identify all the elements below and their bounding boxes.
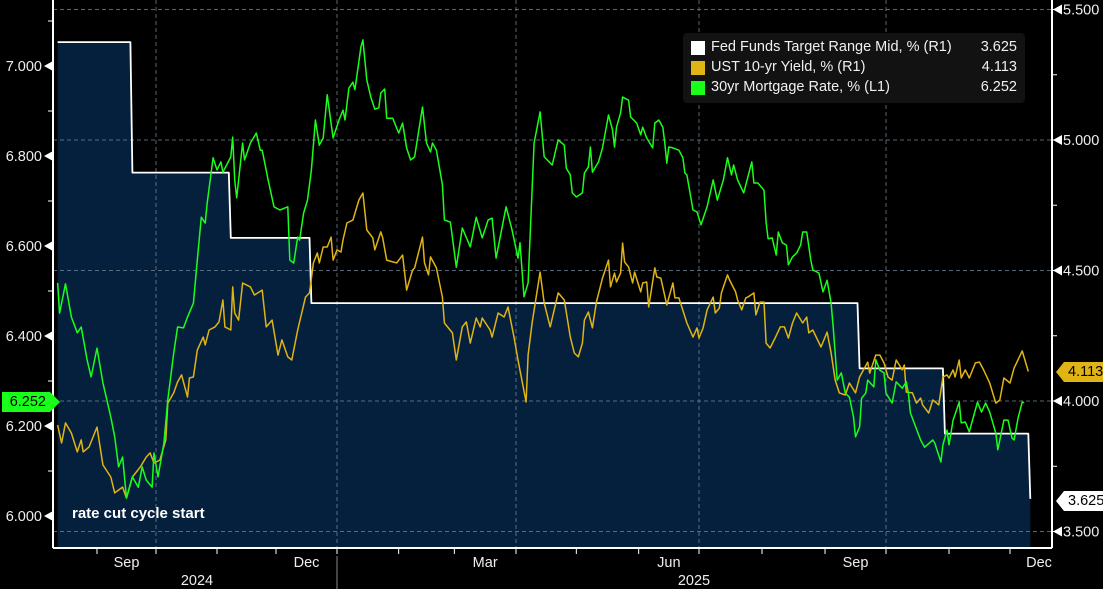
legend-value: 6.252: [980, 79, 1017, 95]
legend-label: Fed Funds Target Range Mid, % (R1): [711, 39, 952, 55]
left-tick-arrow: [44, 61, 53, 71]
right-tick-label: 4.500: [1063, 264, 1099, 280]
x-month-label: Sep: [843, 555, 869, 571]
fed-funds-line: [57, 41, 1032, 499]
annotation-rate-cut: rate cut cycle start: [72, 505, 205, 522]
last-value-tag-mortgage: 6.252: [2, 392, 60, 412]
x-year-label: 2024: [181, 573, 213, 589]
x-month-label: Jun: [657, 555, 680, 571]
left-tick-label: 6.800: [6, 149, 42, 165]
legend-swatch: [691, 41, 705, 55]
x-month-label: Dec: [1026, 555, 1052, 571]
right-tick-label: 3.500: [1063, 525, 1099, 541]
last-value-tag-fed: 3.625: [1056, 491, 1103, 511]
right-tick-arrow: [1053, 526, 1062, 537]
legend-item-ust-10yr: UST 10-yr Yield, % (R1) 4.113: [691, 58, 1017, 78]
right-tick-label: 5.000: [1063, 133, 1099, 149]
mortgage-rate-line: [56, 39, 1025, 499]
x-year-label: 2025: [678, 573, 710, 589]
right-tick-arrow: [1053, 396, 1062, 406]
left-tick-label: 6.600: [6, 239, 42, 255]
left-tick-label: 6.200: [6, 419, 42, 435]
x-month-label: Mar: [473, 555, 498, 571]
left-tick-arrow: [44, 241, 53, 251]
right-tick-arrow: [1053, 135, 1062, 145]
legend-value: 3.625: [980, 39, 1017, 55]
fed-funds-area: [57, 42, 1031, 548]
legend-label: 30yr Mortgage Rate, % (L1): [711, 79, 890, 95]
legend-item-mortgage: 30yr Mortgage Rate, % (L1) 6.252: [691, 78, 1017, 98]
right-tick-label: 4.000: [1063, 394, 1099, 410]
right-tick-arrow: [1053, 4, 1062, 15]
left-tick-arrow: [44, 511, 53, 521]
x-month-label: Sep: [114, 555, 140, 571]
left-tick-label: 6.000: [6, 509, 42, 525]
last-value-tag-ust: 4.113: [1056, 362, 1103, 382]
legend-label: UST 10-yr Yield, % (R1): [711, 59, 866, 75]
left-tick-arrow: [44, 421, 53, 431]
legend-item-fed-funds: Fed Funds Target Range Mid, % (R1) 3.625: [691, 38, 1017, 58]
legend: Fed Funds Target Range Mid, % (R1) 3.625…: [683, 33, 1025, 103]
legend-value: 4.113: [981, 59, 1017, 75]
right-tick-label: 5.500: [1063, 3, 1099, 19]
left-tick-label: 7.000: [6, 59, 42, 75]
legend-swatch: [691, 61, 705, 75]
right-tick-arrow: [1053, 265, 1062, 276]
x-month-label: Dec: [294, 555, 320, 571]
legend-swatch: [691, 81, 705, 95]
left-tick-label: 6.400: [6, 329, 42, 345]
left-tick-arrow: [44, 151, 53, 161]
left-tick-arrow: [44, 331, 53, 341]
ust-10yr-line: [56, 192, 1030, 499]
